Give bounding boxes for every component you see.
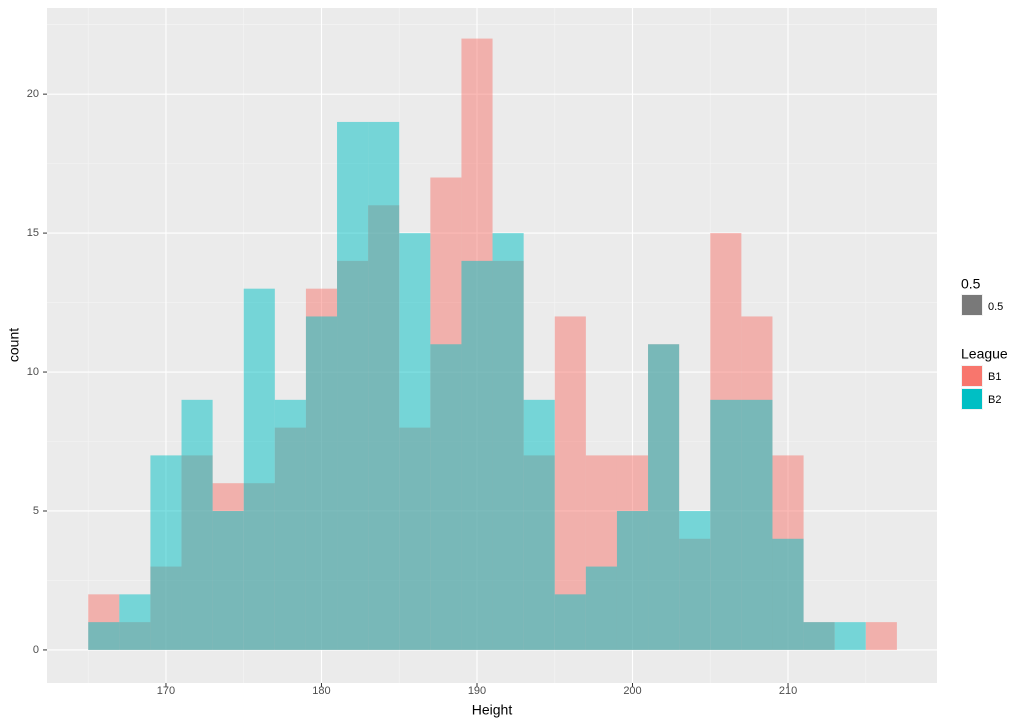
y-tick-label: 15 bbox=[27, 227, 39, 239]
bar bbox=[119, 594, 151, 650]
bar bbox=[305, 316, 338, 650]
bar bbox=[772, 538, 804, 650]
bar bbox=[554, 316, 586, 650]
bar bbox=[337, 121, 369, 650]
y-tick-label: 10 bbox=[27, 366, 39, 378]
bar bbox=[181, 399, 213, 650]
bar bbox=[243, 288, 275, 650]
bar bbox=[710, 399, 742, 650]
bar bbox=[648, 344, 680, 650]
bars bbox=[88, 38, 897, 650]
y-tick-label: 0 bbox=[33, 644, 39, 656]
x-axis-title: Height bbox=[472, 702, 513, 718]
bar bbox=[585, 566, 617, 650]
bar bbox=[679, 510, 711, 650]
legend-key bbox=[962, 366, 982, 386]
bar bbox=[212, 510, 244, 650]
legend-label: 0.5 bbox=[988, 301, 1003, 313]
x-tick-label: 180 bbox=[312, 685, 330, 697]
bar bbox=[554, 594, 586, 650]
bar bbox=[430, 344, 462, 650]
bar bbox=[492, 233, 524, 650]
legend-title: 0.5 bbox=[961, 276, 981, 292]
bar bbox=[616, 510, 649, 650]
bar bbox=[865, 622, 897, 650]
legend-label: B1 bbox=[988, 371, 1001, 383]
legend-label: B2 bbox=[988, 394, 1001, 406]
legend: 0.5 0.5 League B1 B2 bbox=[961, 276, 1008, 410]
y-axis-title: count bbox=[6, 328, 22, 362]
x-tick-label: 190 bbox=[468, 685, 486, 697]
legend-title: League bbox=[961, 346, 1008, 362]
legend-key bbox=[962, 389, 982, 409]
bar bbox=[150, 455, 182, 650]
y-tick-label: 5 bbox=[33, 505, 39, 517]
bar bbox=[803, 622, 835, 650]
bar bbox=[368, 121, 400, 650]
bar bbox=[274, 399, 306, 650]
bar bbox=[741, 399, 773, 650]
legend-key bbox=[962, 295, 982, 315]
axes: 170 180 190 200 210 0 5 10 15 20 bbox=[27, 88, 797, 697]
bar bbox=[523, 399, 555, 650]
x-tick-label: 200 bbox=[623, 685, 641, 697]
bar bbox=[834, 622, 866, 650]
x-tick-label: 210 bbox=[779, 685, 797, 697]
y-tick-label: 20 bbox=[27, 88, 39, 100]
x-tick-label: 170 bbox=[157, 685, 175, 697]
bar bbox=[461, 260, 493, 650]
bar bbox=[88, 622, 120, 650]
bar bbox=[399, 233, 431, 650]
